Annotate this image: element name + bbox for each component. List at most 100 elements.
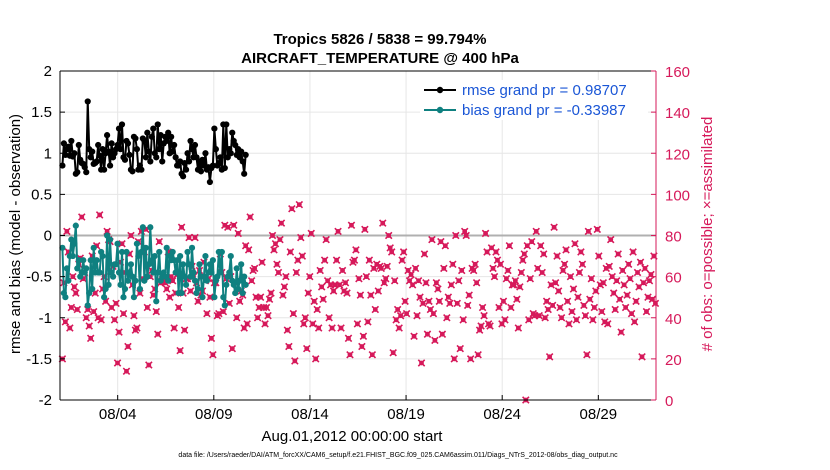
nobs-marker (454, 276, 463, 285)
nobs-marker (440, 264, 448, 273)
nobs-dot (195, 298, 201, 304)
rmse-point (96, 152, 103, 159)
rmse-point (126, 151, 133, 158)
y-tick-label-right: 120 (665, 146, 690, 163)
nobs-dot (340, 268, 345, 273)
rmse-point (156, 146, 163, 153)
rmse-point (227, 150, 234, 157)
nobs-marker (224, 223, 232, 232)
nobs-marker (541, 313, 549, 322)
bias-point (218, 248, 225, 256)
nobs-marker (504, 266, 512, 275)
nobs-marker (603, 320, 612, 328)
nobs-marker (565, 320, 573, 328)
nobs-marker (535, 311, 543, 320)
nobs-dot (182, 327, 187, 333)
nobs-marker (542, 297, 551, 306)
nobs-dot (647, 278, 652, 284)
nobs-dot (271, 247, 277, 253)
nobs-marker (334, 227, 342, 236)
nobs-marker (279, 291, 287, 299)
nobs-marker (490, 272, 499, 281)
nobs-dot (559, 315, 564, 321)
nobs-dot (116, 329, 122, 335)
nobs-dot (410, 282, 415, 288)
bias-point (156, 248, 163, 256)
nobs-marker (441, 242, 450, 250)
nobs-dot (319, 284, 325, 290)
x-axis-label: Aug.01,2012 00:00:00 start (262, 428, 444, 445)
nobs-marker (630, 318, 639, 326)
nobs-marker (463, 301, 472, 310)
nobs-dot (557, 305, 563, 310)
rmse-point (74, 169, 81, 176)
rmse-point (223, 121, 230, 128)
nobs-marker (337, 324, 345, 332)
bias-point (121, 285, 129, 293)
bias-point (130, 294, 138, 301)
nobs-dot (279, 220, 284, 226)
nobs-marker (416, 293, 424, 301)
nobs-dot (627, 276, 633, 282)
nobs-dot (423, 280, 429, 286)
nobs-dot (144, 305, 150, 310)
rmse-point (169, 148, 176, 155)
nobs-dot (498, 261, 503, 267)
nobs-marker (584, 227, 593, 236)
nobs-dot (526, 317, 532, 323)
nobs-dot (289, 206, 295, 212)
nobs-dot (472, 261, 478, 267)
nobs-dot (527, 276, 533, 282)
nobs-marker (328, 324, 336, 332)
nobs-dot (344, 290, 350, 296)
bias-line (61, 224, 247, 307)
nobs-dot (533, 228, 539, 234)
rmse-point (121, 156, 129, 163)
nobs-marker (598, 307, 606, 316)
nobs-marker (364, 318, 372, 326)
nobs-dot (444, 315, 450, 321)
nobs-marker (577, 248, 585, 256)
nobs-dot (629, 311, 634, 317)
nobs-marker (203, 309, 211, 318)
nobs-marker (592, 287, 600, 295)
nobs-marker (283, 326, 292, 334)
chart-title: Tropics 5826 / 5838 = 99.794% (273, 31, 486, 48)
nobs-marker (155, 237, 164, 246)
nobs-dot (512, 278, 518, 284)
y-tick-label-right: 60 (665, 270, 682, 287)
nobs-dot (574, 317, 579, 323)
nobs-marker (292, 268, 301, 277)
rmse-point (202, 150, 209, 157)
nobs-marker (291, 357, 299, 365)
nobs-dot (630, 249, 636, 255)
nobs-dot (481, 313, 487, 319)
rmse-point (212, 146, 219, 153)
nobs-dot (311, 298, 317, 304)
nobs-marker (180, 326, 189, 334)
nobs-marker (370, 264, 378, 273)
nobs-marker (282, 272, 290, 281)
nobs-dot (422, 251, 427, 257)
rmse-point (118, 121, 126, 128)
nobs-dot (645, 294, 651, 300)
nobs-dot (596, 253, 602, 259)
rmse-point (87, 154, 94, 161)
nobs-dot (302, 315, 308, 321)
nobs-marker (153, 330, 162, 338)
bias-point (203, 277, 211, 284)
nobs-dot (618, 329, 624, 335)
nobs-dot (207, 294, 213, 300)
nobs-dot (316, 325, 322, 331)
nobs-marker (367, 291, 375, 299)
nobs-dot (508, 305, 514, 310)
nobs-dot (553, 280, 558, 286)
nobs-marker (587, 274, 596, 283)
nobs-marker (548, 301, 557, 310)
nobs-dot (515, 325, 521, 331)
rmse-point (65, 143, 72, 150)
nobs-marker (620, 281, 628, 289)
nobs-marker (338, 266, 347, 275)
rmse-point (89, 148, 96, 155)
nobs-marker (425, 297, 433, 306)
